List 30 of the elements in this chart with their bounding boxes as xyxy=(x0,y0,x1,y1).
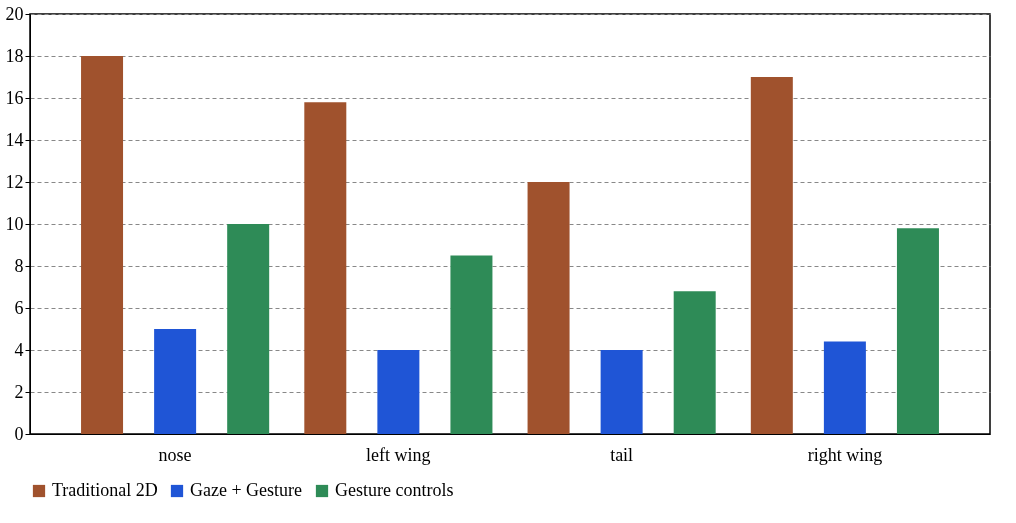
bar xyxy=(527,182,570,434)
bar xyxy=(896,228,939,434)
y-tick-label: 0 xyxy=(14,423,24,444)
bar xyxy=(750,77,793,434)
bar xyxy=(600,350,643,434)
legend-label: Gesture controls xyxy=(335,480,454,500)
x-tick-label: nose xyxy=(158,444,192,465)
legend-label: Traditional 2D xyxy=(52,480,158,500)
y-tick-label: 6 xyxy=(14,297,24,318)
y-tick-label: 4 xyxy=(14,339,24,360)
y-tick-label: 12 xyxy=(5,171,24,192)
y-tick-label: 8 xyxy=(14,255,24,276)
y-tick-label: 18 xyxy=(5,45,24,66)
bar xyxy=(227,224,270,434)
x-tick-label: left wing xyxy=(366,444,431,465)
bar xyxy=(377,350,420,434)
y-tick-label: 20 xyxy=(5,3,24,24)
y-tick-label: 2 xyxy=(14,381,24,402)
legend-label: Gaze + Gesture xyxy=(190,480,303,500)
x-tick-label: tail xyxy=(610,444,634,465)
bar xyxy=(823,341,866,434)
bar xyxy=(81,56,124,434)
bar xyxy=(673,291,716,434)
y-tick-label: 10 xyxy=(5,213,24,234)
bar xyxy=(304,102,347,434)
bar xyxy=(154,329,197,434)
bar xyxy=(450,255,493,434)
y-tick-label: 16 xyxy=(5,87,24,108)
x-tick-label: right wing xyxy=(807,444,883,465)
y-tick-label: 14 xyxy=(5,129,24,150)
